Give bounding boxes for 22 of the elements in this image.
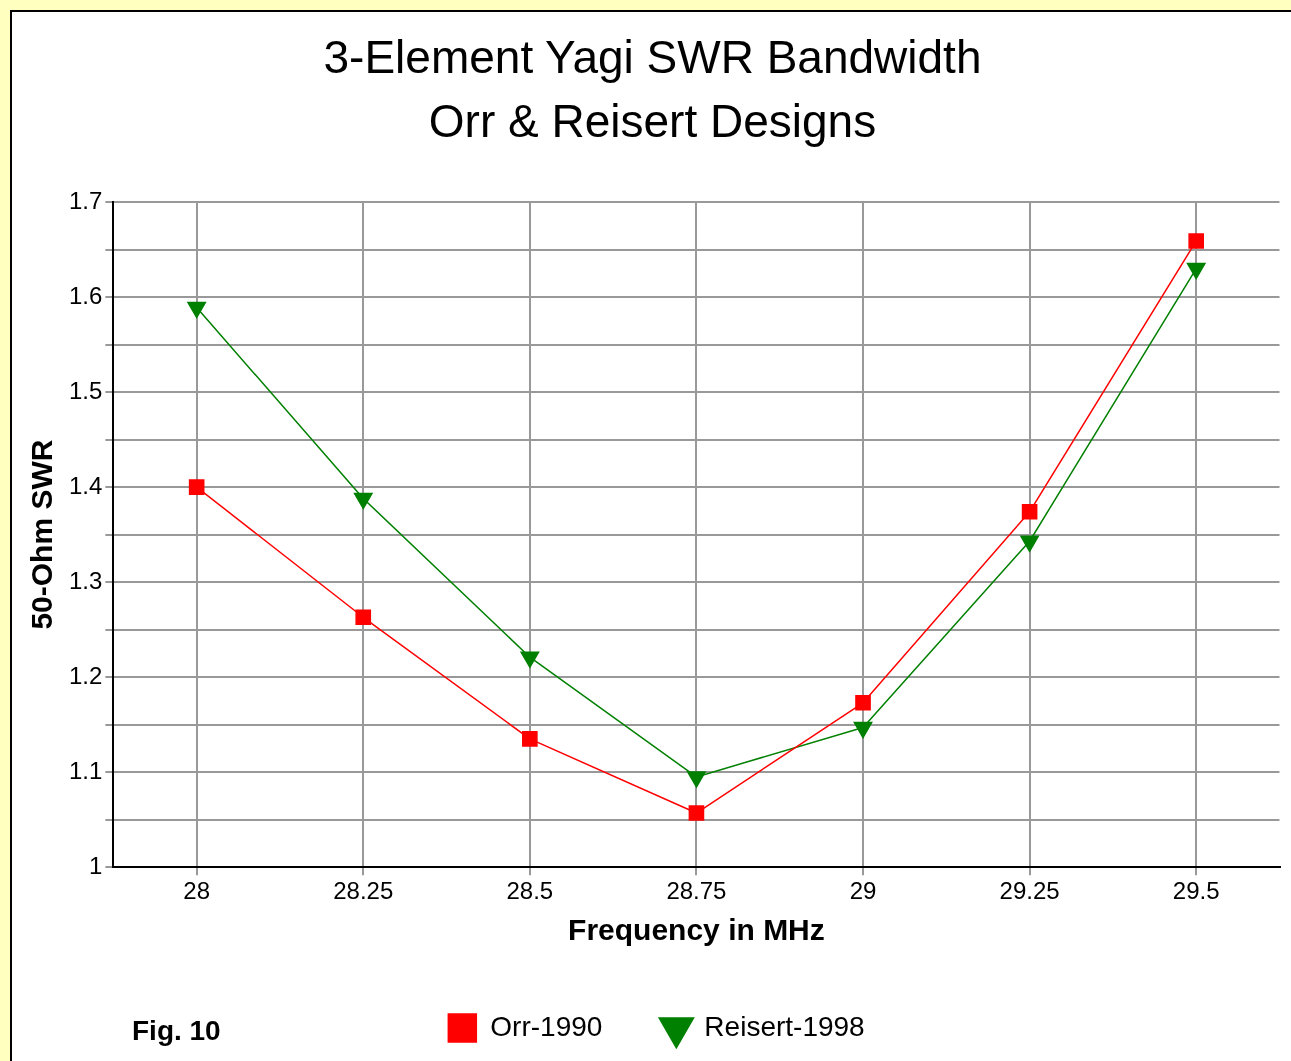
y-axis-title: 50-Ohm SWR — [25, 439, 59, 630]
y-tick-label: 1.5 — [68, 376, 103, 404]
x-axis-title: Frequency in MHz — [568, 913, 825, 947]
y-tick-label: 1.4 — [68, 471, 103, 499]
y-tick-label: 1.6 — [68, 281, 103, 309]
x-tick-label: 28.25 — [333, 877, 394, 905]
chart-title: 3-Element Yagi SWR Bandwidth — [322, 30, 983, 84]
x-tick-label: 28 — [183, 877, 211, 905]
legend-label: Orr-1990 — [490, 1010, 603, 1042]
y-tick-label: 1.2 — [68, 661, 103, 689]
x-tick-label: 29.25 — [999, 877, 1060, 905]
y-tick-label: 1.3 — [68, 566, 103, 594]
legend-label: Reisert-1998 — [704, 1010, 865, 1042]
x-tick-label: 29 — [849, 877, 877, 905]
x-tick-label: 29.5 — [1172, 877, 1220, 905]
y-tick-label: 1 — [89, 851, 103, 879]
chart-subtitle: Orr & Reisert Designs — [427, 94, 878, 148]
x-tick-label: 28.5 — [506, 877, 554, 905]
y-tick-label: 1.7 — [68, 186, 103, 214]
caption: Fig. 10 — [132, 1014, 221, 1046]
x-tick-label: 28.75 — [666, 877, 727, 905]
y-tick-label: 1.1 — [68, 756, 103, 784]
